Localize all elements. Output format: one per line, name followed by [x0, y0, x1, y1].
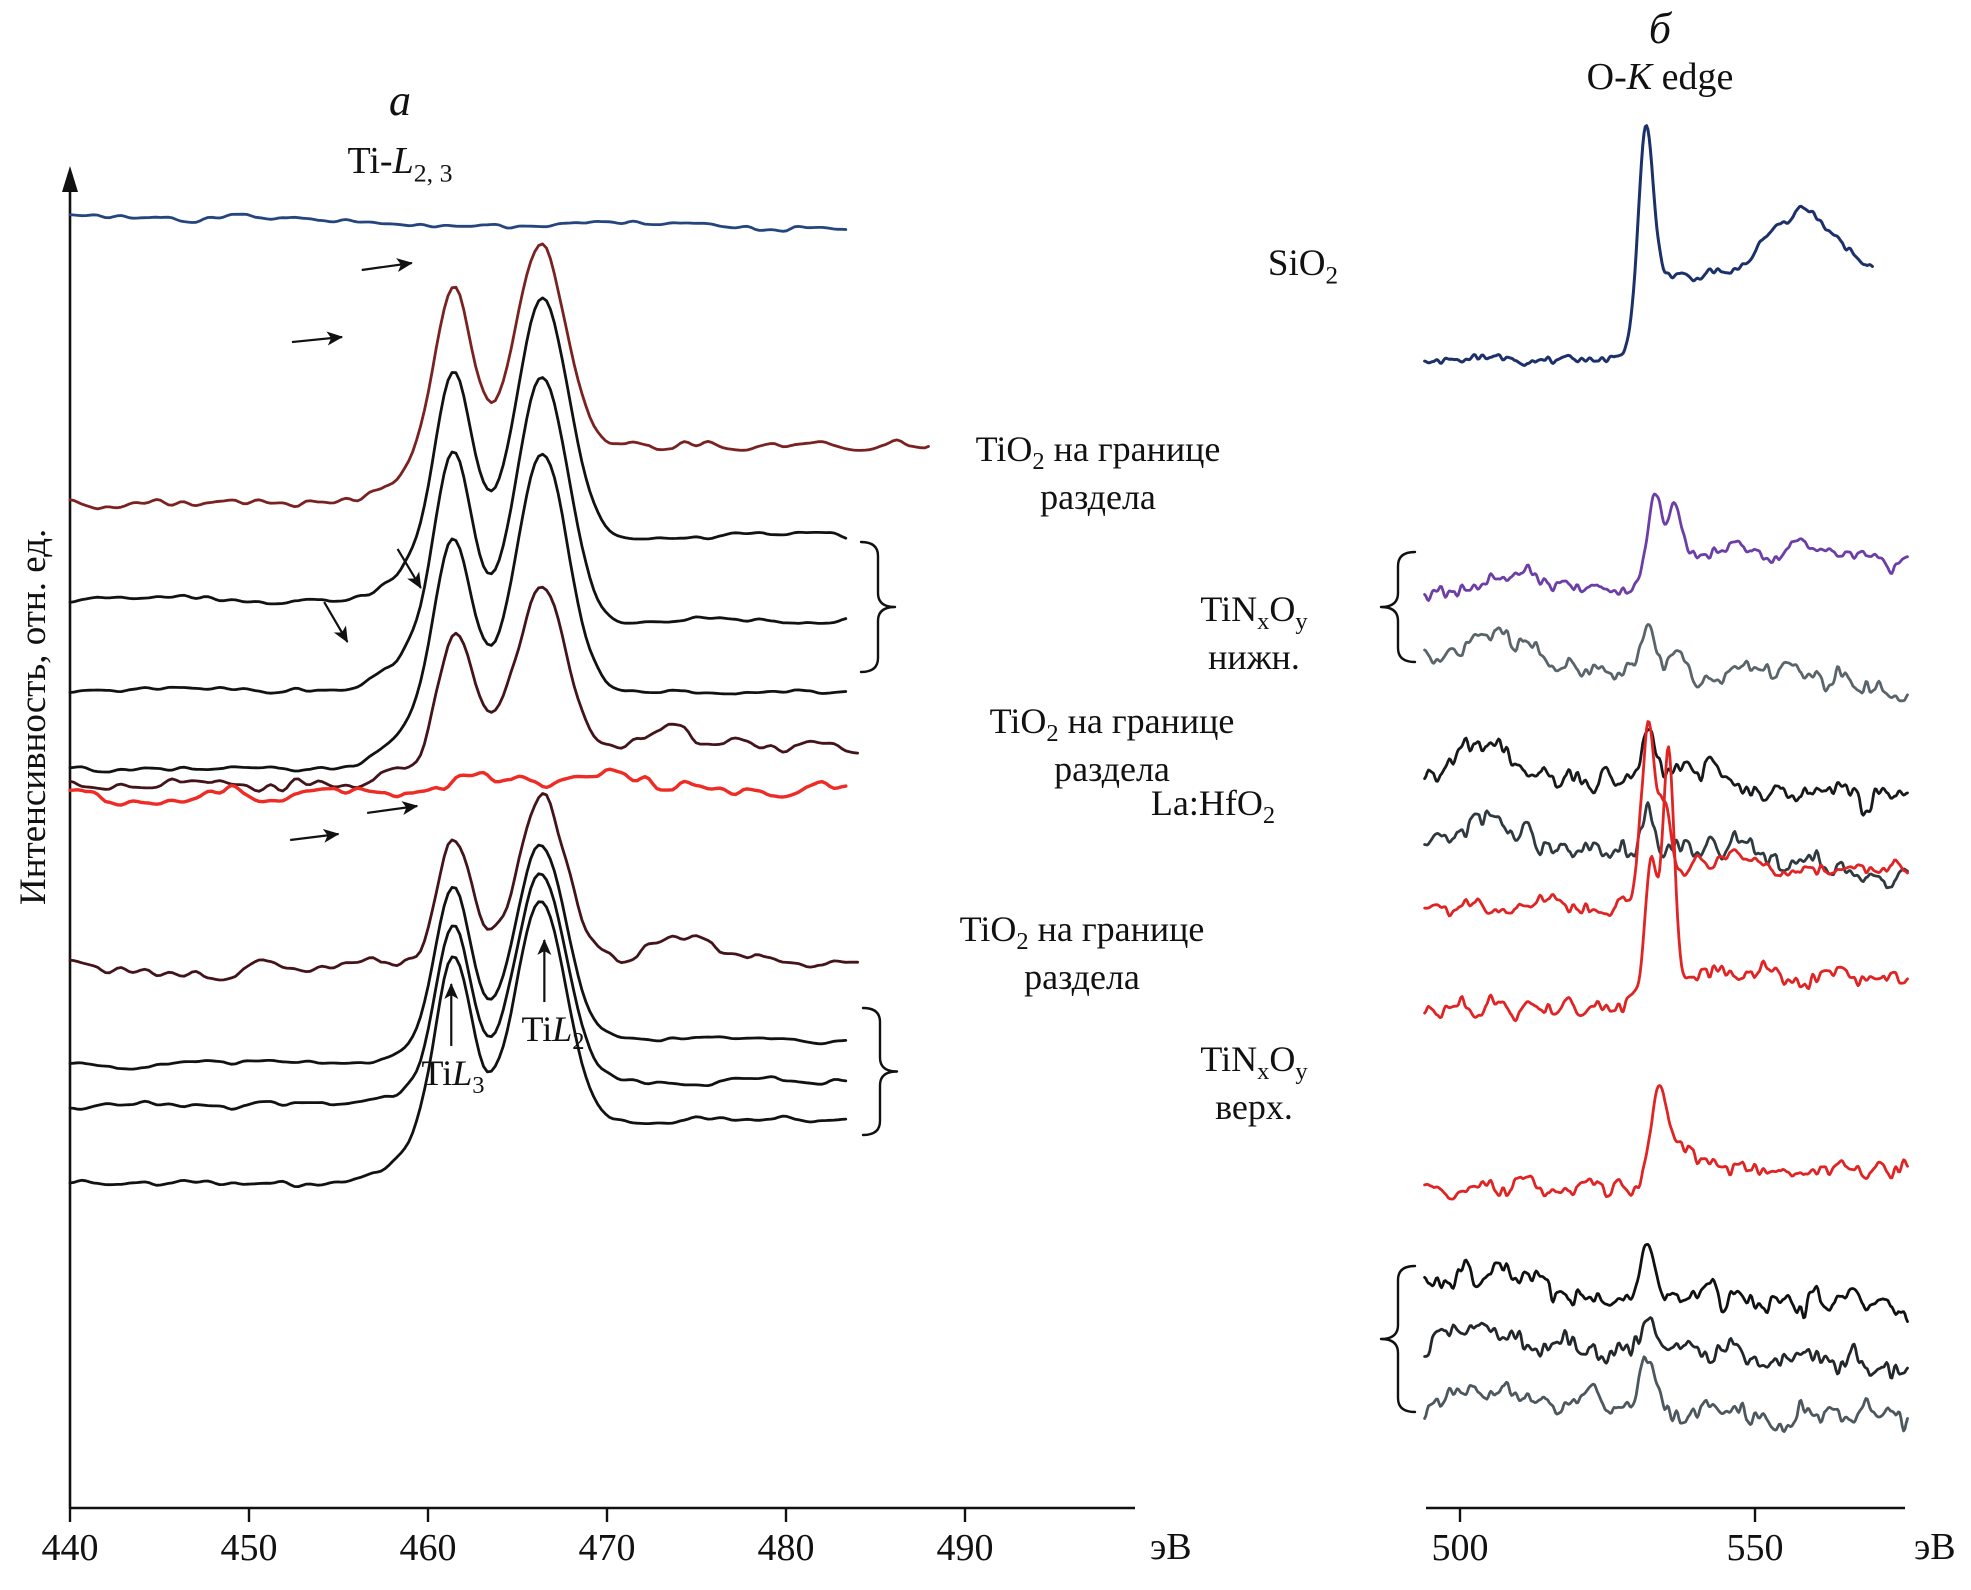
spectrum-o-k-edge-interface-oxide	[1423, 492, 1909, 602]
annotation-arrow	[291, 331, 344, 346]
panel-a-title: a	[389, 76, 411, 125]
tick-label-ti-l23: 460	[400, 1527, 457, 1569]
spectrum-o-k-edge-red-1	[1423, 720, 1909, 918]
spectrum-o-k-edge-tin-bot-1	[1423, 623, 1909, 703]
spectrum-ti-l23-tin-top-3	[68, 900, 848, 1188]
annotation-arrow	[396, 548, 422, 589]
panel-a-subtitle: Ti-L2, 3	[347, 140, 453, 188]
brace-b-tin-top	[1379, 1264, 1417, 1414]
spectrum-ti-l23-tin-bot-3	[68, 452, 848, 774]
y-axis-label: Интенсивность, отн. ед.	[13, 528, 54, 905]
tick-label-o-k-edge: 500	[1432, 1527, 1489, 1569]
spectrum-ti-l23-la-hfo2	[68, 767, 848, 807]
annotation-arrow	[366, 801, 419, 815]
spectrum-o-k-edge-sio2	[1423, 124, 1874, 367]
spectrum-ti-l23-tin-bot-2	[68, 376, 848, 695]
row-label-tio2-low: TiO2 на границе раздела	[959, 909, 1205, 997]
row-label-tio2-mid: TiO2 на границе раздела	[989, 701, 1235, 789]
panel-b-title: б	[1648, 4, 1672, 53]
row-label-sio2: SiO2	[1267, 243, 1339, 290]
brace-a-tin-top	[861, 1006, 899, 1137]
row-label-tin-bottom: TiNxOy нижн.	[1200, 589, 1308, 677]
y-axis-arrowhead	[62, 166, 78, 192]
spectrum-o-k-edge-red-3	[1423, 1084, 1909, 1201]
row-label-la-hfo2: La:HfO2	[1150, 783, 1276, 830]
spectrum-ti-l23-sio2	[68, 212, 848, 233]
spectrum-ti-l23-tin-top-1	[68, 843, 848, 1071]
spectrum-o-k-edge-red-2	[1423, 745, 1909, 1023]
spectrum-ti-l23-tio2-mid	[68, 585, 859, 793]
brace-b-tin-bottom	[1379, 550, 1417, 664]
spectrum-o-k-edge-tin-bot-3	[1423, 801, 1909, 890]
spectrum-ti-l23-tin-bot-1	[68, 296, 848, 606]
x-unit-label-a: эВ	[1150, 1526, 1192, 1568]
tick-label-ti-l23: 470	[579, 1527, 636, 1569]
tick-label-ti-l23: 490	[937, 1527, 994, 1569]
row-label-tin-top: TiNxOy верх.	[1200, 1039, 1308, 1127]
peak-label-til3: TiL3	[421, 1053, 485, 1100]
annotation-arrow	[361, 258, 413, 273]
annotation-arrow	[290, 828, 340, 843]
tick-label-ti-l23: 440	[42, 1527, 99, 1569]
tick-label-o-k-edge: 550	[1727, 1527, 1784, 1569]
annotation-arrow	[323, 601, 349, 643]
spectrum-o-k-edge-tin-top-3	[1423, 1355, 1909, 1433]
brace-a-tin-bottom	[859, 540, 897, 674]
tick-label-ti-l23: 450	[221, 1527, 278, 1569]
peak-label-til2: TiL2	[521, 1009, 585, 1056]
spectrum-ti-l23-tio2-top	[68, 242, 930, 511]
spectrum-o-k-edge-tin-top-1	[1423, 1243, 1909, 1323]
spectrum-o-k-edge-tin-top-2	[1423, 1316, 1909, 1380]
row-label-tio2-top: TiO2 на границе раздела	[975, 429, 1221, 517]
panel-b-subtitle: O-K edge	[1586, 56, 1734, 98]
spectrum-ti-l23-tio2-low	[68, 792, 859, 982]
x-unit-label-b: эВ	[1914, 1526, 1956, 1568]
spectrum-ti-l23-tin-top-2	[68, 872, 848, 1111]
tick-label-ti-l23: 480	[758, 1527, 815, 1569]
